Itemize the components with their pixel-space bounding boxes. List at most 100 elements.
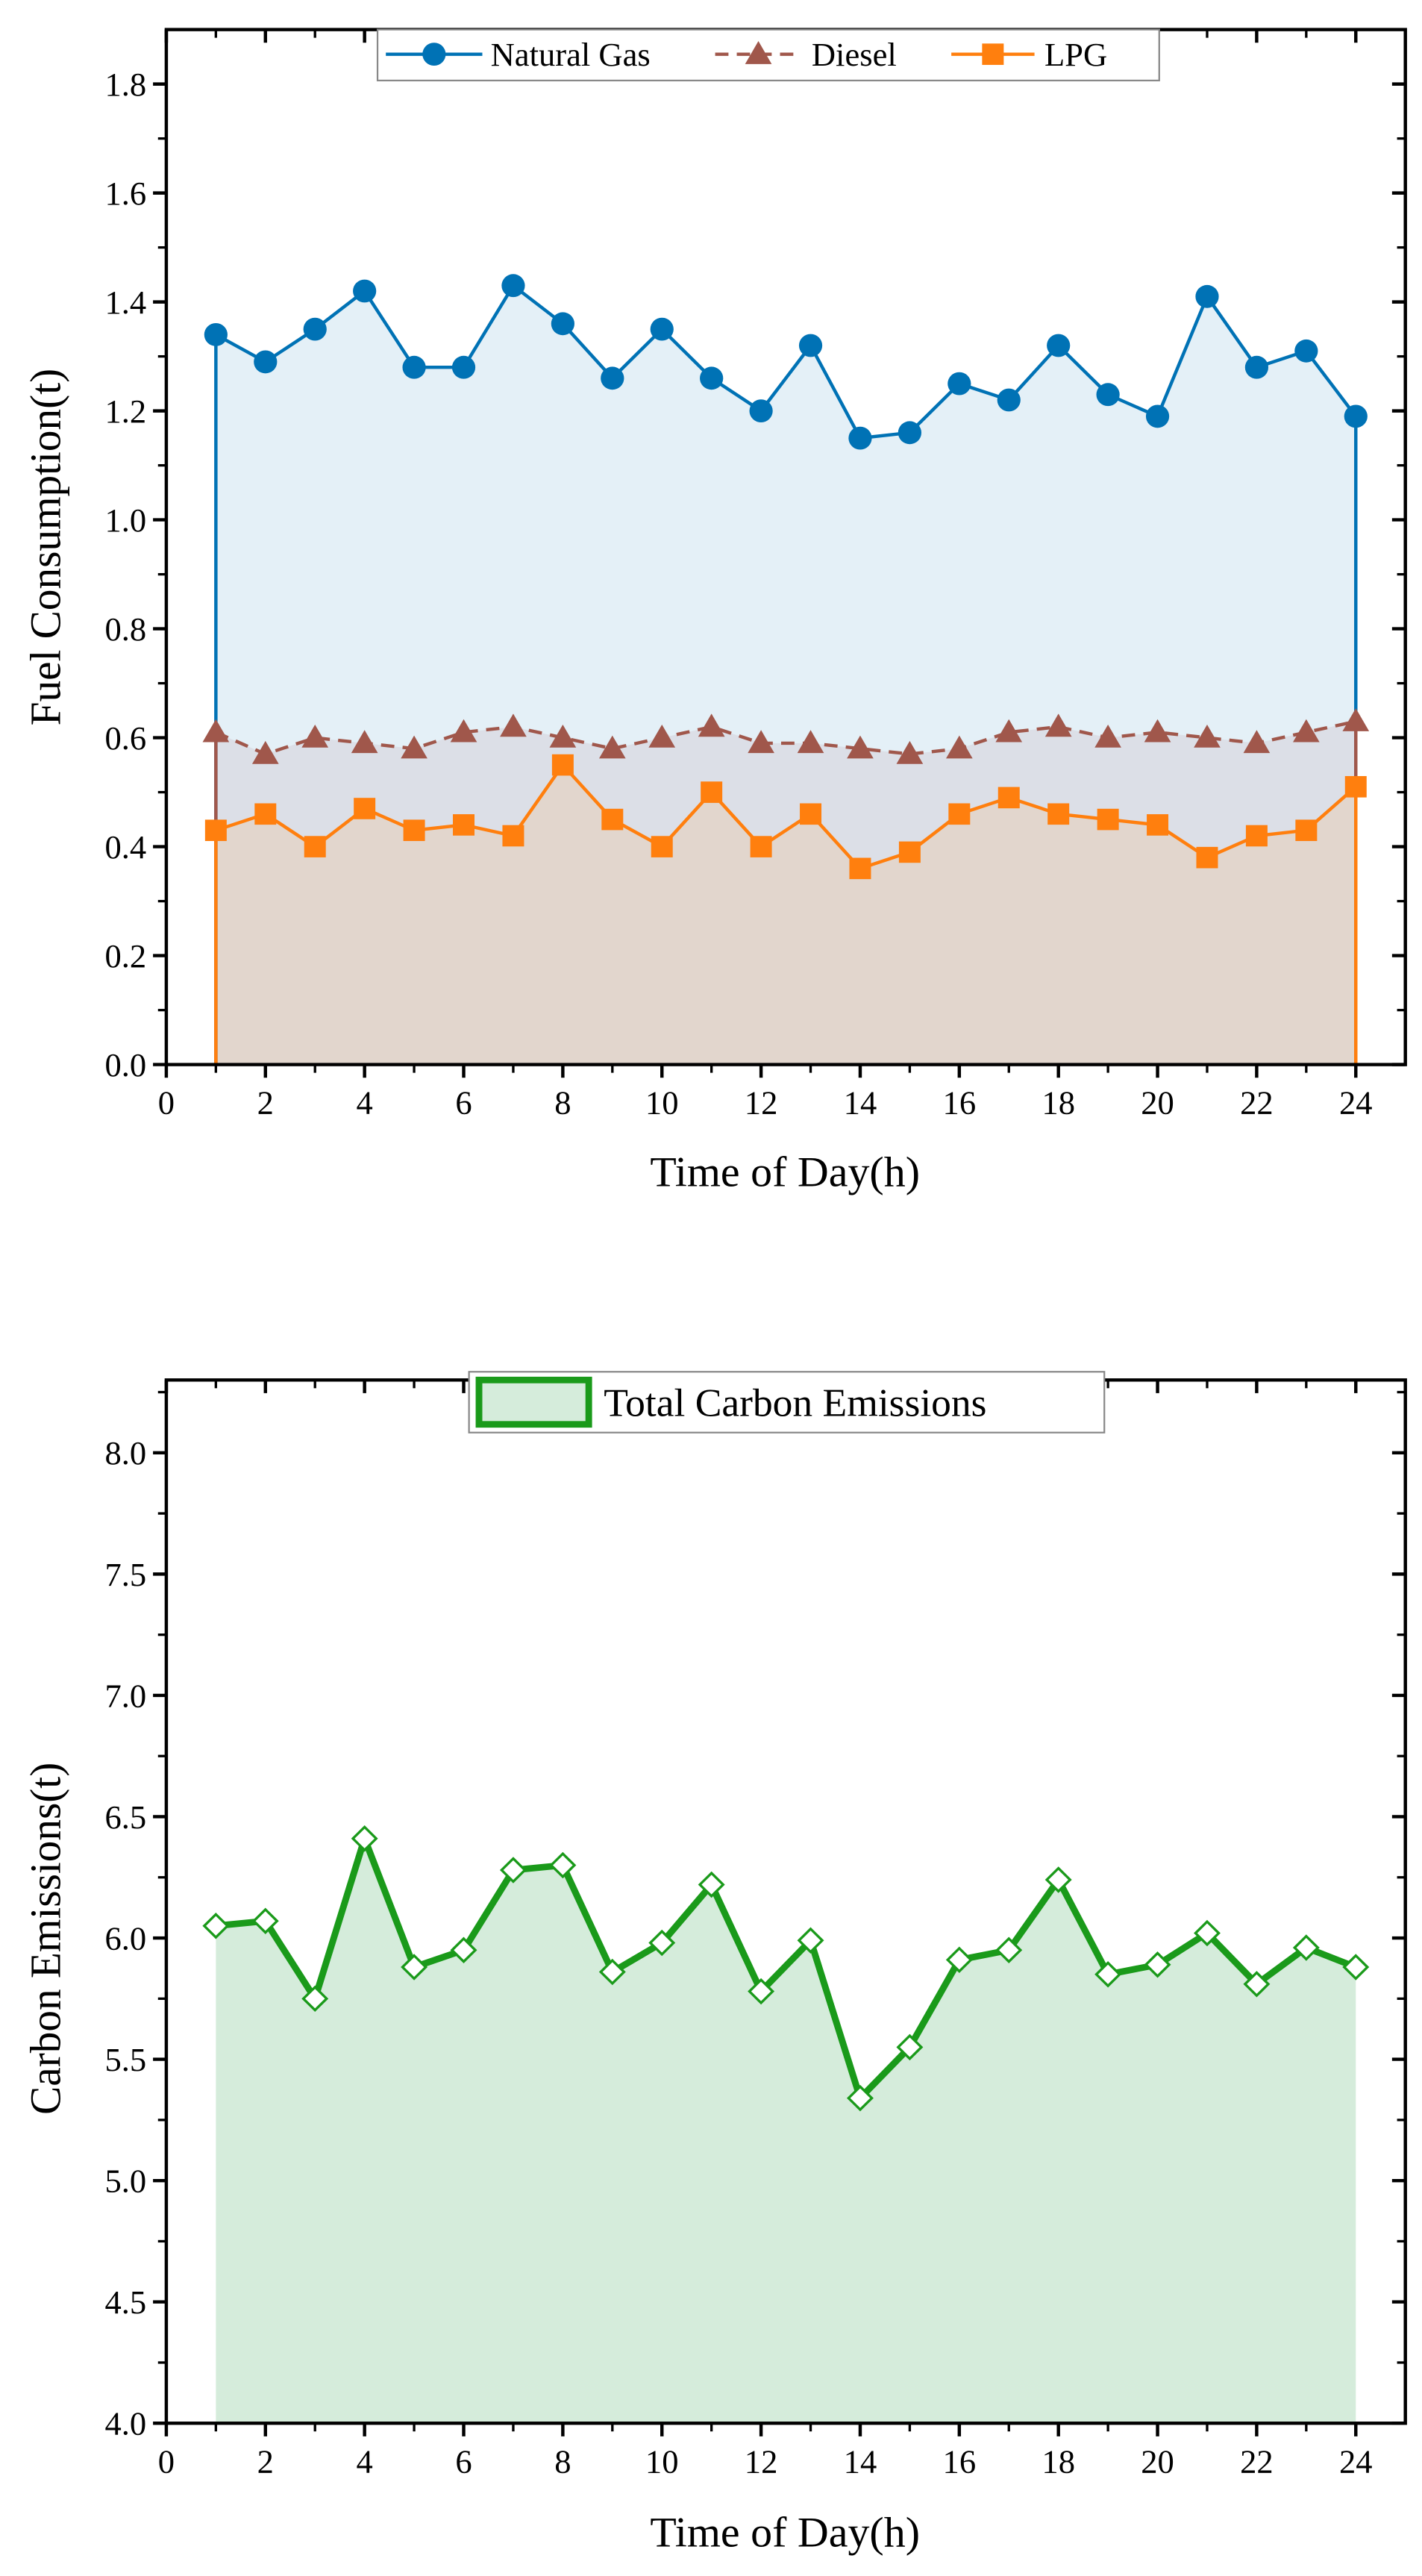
- data-point: [598, 1958, 626, 1986]
- y-tick-label: 4.5: [104, 2284, 146, 2321]
- x-tick-label: 20: [1141, 1085, 1174, 1122]
- data-point: [896, 740, 924, 764]
- data-point: [896, 2033, 924, 2061]
- y-tick-label: 8.0: [104, 1435, 146, 1472]
- data-point: [1044, 1866, 1072, 1893]
- carbon-emissions-chart: 4.04.55.05.56.06.57.07.58.00 2 4 6 8 10 12 14 16…: [104, 1378, 1407, 2480]
- data-point: [997, 388, 1021, 412]
- data-point: [401, 1954, 428, 1981]
- y-tick-label: 0.4: [104, 829, 146, 866]
- data-point: [748, 730, 774, 754]
- data-point: [402, 355, 426, 379]
- x-tick-label: 24: [1339, 1085, 1373, 1122]
- data-point: [648, 1929, 676, 1957]
- bottom-legend: Total Carbon Emissions: [468, 1371, 1106, 1434]
- data-point: [204, 819, 227, 842]
- data-point: [1245, 825, 1268, 847]
- x-tick-label: 4: [357, 2444, 373, 2480]
- x-tick-label: 0: [158, 2444, 175, 2480]
- data-point: [304, 836, 326, 857]
- y-tick-label: 1.2: [104, 393, 146, 430]
- top-legend: Natural Gas Diesel LPG: [376, 28, 1160, 81]
- data-point: [948, 372, 971, 396]
- data-point: [353, 279, 377, 303]
- top-y-axis-label: Fuel Consumption(t): [22, 369, 69, 726]
- data-point: [800, 803, 822, 825]
- data-point: [251, 740, 279, 764]
- data-point: [797, 1927, 824, 1954]
- data-point: [502, 825, 524, 847]
- data-point: [1292, 1934, 1320, 1961]
- legend-marker-triangle: [745, 41, 772, 64]
- data-point: [551, 312, 574, 336]
- y-tick-label: 6.5: [104, 1799, 146, 1836]
- series-line-1: [215, 719, 1356, 756]
- data-point: [846, 2084, 874, 2112]
- data-point: [451, 355, 476, 379]
- data-point: [403, 819, 425, 842]
- data-point: [1097, 808, 1119, 831]
- y-tick-label: 5.0: [104, 2163, 146, 2200]
- data-point: [701, 781, 723, 803]
- x-tick-label: 8: [554, 2444, 571, 2480]
- x-tick-label: 12: [745, 2444, 778, 2480]
- data-point: [500, 713, 527, 737]
- data-point: [601, 808, 624, 831]
- data-point: [301, 1985, 329, 2013]
- data-point: [450, 1936, 477, 1964]
- data-point: [1243, 1971, 1271, 1998]
- data-point: [549, 724, 577, 748]
- area-0: [216, 1838, 1356, 2424]
- data-point: [898, 841, 921, 863]
- series-line-0: [215, 283, 1358, 440]
- bottom-x-axis-label: Time of Day(h): [650, 2510, 920, 2557]
- data-point: [798, 334, 823, 357]
- fuel-consumption-chart: 0.00.20.40.60.81.01.21.41.61.80 2 4 6 8 10 12 1…: [104, 28, 1407, 1122]
- data-point: [251, 1907, 279, 1935]
- x-tick-label: 6: [455, 1085, 472, 1122]
- data-point: [549, 1851, 577, 1879]
- data-point: [501, 274, 525, 298]
- data-point: [1342, 1954, 1370, 1981]
- data-point: [948, 803, 971, 825]
- y-tick-label: 0.8: [104, 611, 146, 648]
- legend-marker-circle: [422, 43, 446, 66]
- data-point: [1094, 1961, 1122, 1988]
- data-point: [450, 719, 477, 743]
- data-point: [1195, 284, 1219, 308]
- data-point: [1344, 404, 1368, 428]
- x-tick-label: 10: [645, 1085, 679, 1122]
- data-point: [1144, 1951, 1171, 1978]
- data-point: [254, 350, 278, 374]
- data-point: [749, 399, 773, 423]
- data-point: [1096, 383, 1120, 407]
- x-tick-label: 18: [1042, 1085, 1075, 1122]
- data-point: [1044, 713, 1072, 737]
- data-point: [351, 1825, 378, 1852]
- data-point: [1294, 339, 1318, 363]
- x-tick-label: 12: [745, 1085, 778, 1122]
- legend-lpg: LPG: [1044, 37, 1107, 73]
- x-tick-label: 14: [844, 1085, 877, 1122]
- data-point: [1293, 719, 1320, 743]
- data-point: [750, 836, 772, 857]
- data-point: [1047, 334, 1071, 357]
- data-point: [847, 735, 874, 759]
- data-point: [453, 814, 475, 836]
- data-point: [1145, 404, 1170, 428]
- legend-natural-gas: Natural Gas: [491, 37, 651, 73]
- data-point: [748, 1978, 775, 2005]
- data-point: [1147, 814, 1169, 836]
- y-tick-label: 7.5: [104, 1557, 146, 1593]
- data-point: [797, 730, 824, 754]
- data-point: [202, 719, 230, 743]
- x-tick-label: 10: [645, 2444, 679, 2480]
- data-point: [204, 323, 228, 346]
- legend-total-carbon-emissions: Total Carbon Emissions: [604, 1381, 986, 1425]
- data-point: [551, 754, 574, 776]
- data-point: [254, 803, 277, 825]
- data-point: [648, 724, 676, 748]
- data-point: [202, 1913, 230, 1939]
- data-point: [1344, 775, 1367, 798]
